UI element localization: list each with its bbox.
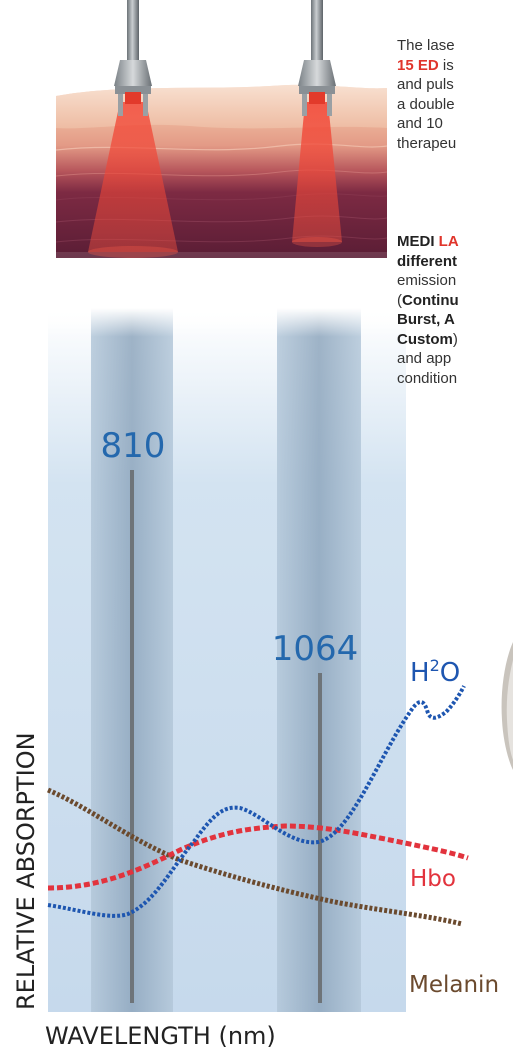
modes-paragraph: MEDI LA different emission (Continu Burs… [397, 232, 513, 388]
intro-line-1: The lase [397, 37, 455, 54]
x-axis-label: WAVELENGTH (nm) [45, 1022, 276, 1050]
intro-paragraph: The lase 15 ED is and puls a double and … [397, 36, 513, 153]
modes-line-1: MEDI LA [397, 232, 513, 252]
intro-line-5: and 10 [397, 115, 443, 132]
modes-line-2: different [397, 252, 457, 270]
h2o-label: H2O [410, 656, 460, 688]
mode-continuous: Continu [402, 291, 459, 309]
melanin-curve [47, 787, 463, 927]
intro-line-6: therapeu [397, 134, 457, 152]
modes-line-7: and app [397, 350, 452, 367]
modes-line-3: emission [397, 272, 457, 289]
laser-handpiece-right [298, 0, 336, 116]
melanin-label: Melanin [409, 972, 499, 998]
wavelength-1064-label: 1064 [272, 629, 359, 669]
modes-line-6: Custom) [397, 330, 513, 350]
y-axis-label: RELATIVE ABSORPTION [12, 732, 40, 1010]
hbo-curve [47, 823, 469, 891]
intro-line-4: a double [397, 95, 455, 113]
laser-handpiece-left [114, 0, 152, 116]
intro-line-2: 15 ED is [397, 56, 513, 76]
close-paren: ) [452, 330, 458, 348]
model-name: 15 ED [397, 56, 439, 74]
laser-beam-right [292, 102, 342, 242]
open-paren: ( [397, 291, 402, 309]
intro-line-3: and puls [397, 76, 454, 93]
wavelength-810-label: 810 [101, 426, 166, 466]
modes-line-8: condition [397, 369, 458, 387]
modes-line-4: (Continu [397, 291, 513, 311]
hbo-label: Hbo [410, 866, 456, 892]
brand-name-red: LA [438, 233, 459, 250]
brand-name: MEDI [397, 233, 439, 250]
water-curve [47, 685, 466, 918]
mode-custom: Custom [397, 330, 453, 348]
modes-line-5: Burst, A [397, 311, 455, 328]
intro-line-2-rest: is [438, 56, 454, 74]
laser-beam-left [88, 102, 178, 252]
